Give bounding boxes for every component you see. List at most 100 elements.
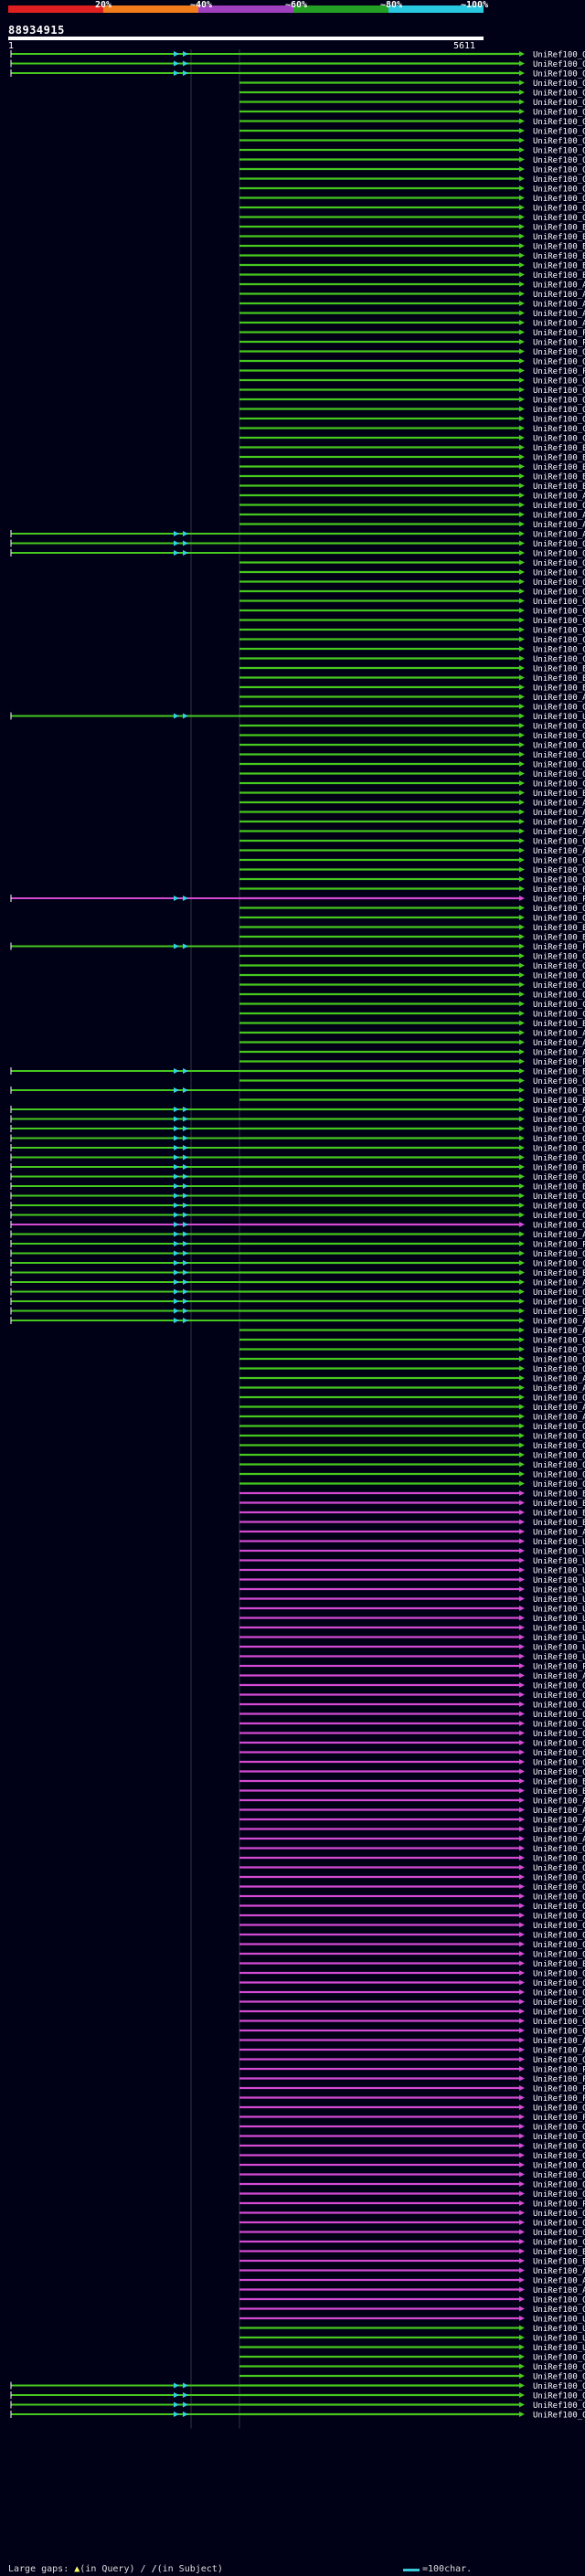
hit-row: UniRef100_Q9ZPJ2 — [239, 1433, 585, 1442]
hit-id-label: UniRef100_P22953 — [533, 943, 585, 952]
hit-id-label: UniRef100_Q39949 — [533, 2171, 585, 2180]
hit-id-label: UniRef100_Q1Q7D5 — [533, 761, 585, 770]
hit-row: UniRef100_C0JP88 — [239, 2239, 585, 2248]
hit-row: UniRef100_Q9XFM7 — [239, 128, 585, 137]
hit-id-label: UniRef100_Q3T00L0 — [533, 1883, 585, 1892]
hit-row: UniRef100_B9HS69 — [239, 224, 585, 233]
hit-row: UniRef100_P09189 — [239, 885, 585, 895]
hit-id-label: UniRef100_Q3LP96 — [533, 2412, 585, 2421]
hit-row: UniRef100_A9N0S2 — [239, 800, 585, 809]
gaps-subject-label: (in Subject) — [156, 2564, 223, 2574]
hit-id-label: UniRef100_C1N8B3 — [533, 1001, 585, 1010]
hit-id-label: UniRef100_A9TPJ0 — [533, 1414, 585, 1423]
hit-id-label: UniRef100_B1N198 — [533, 1510, 585, 1519]
hit-id-label: UniRef100_UP1000… — [533, 1595, 585, 1605]
hit-row: UniRef100_Q9FH02 — [10, 1134, 585, 1144]
hit-row: UniRef100_B9NBF3 — [10, 1087, 585, 1097]
hit-row: UniRef100_Q9ZW70 — [10, 1125, 585, 1135]
hit-row: UniRef100_Q5MLL0 — [239, 186, 585, 195]
hit-id-label: UniRef100_A9SHZ7 — [533, 1375, 585, 1384]
hit-end-arrow-icon — [519, 991, 525, 997]
hit-id-label: UniRef100_A7PJU7 — [533, 291, 585, 300]
hit-end-arrow-icon — [519, 761, 525, 767]
hit-row: UniRef100_A6NIB7 — [239, 2047, 585, 2056]
hit-arrow-icon — [174, 1308, 179, 1314]
hit-end-arrow-icon — [519, 915, 525, 920]
hit-end-arrow-icon — [519, 1864, 525, 1871]
hit-row: UniRef100_C1N8B3 — [239, 1001, 585, 1010]
hit-id-label: UniRef100_P19378 — [533, 2094, 585, 2104]
hit-id-label: UniRef100_Q943K7 — [533, 559, 585, 568]
hit-row: UniRef100_Q7MN09 — [239, 1711, 585, 1720]
hit-end-arrow-icon — [519, 2171, 525, 2178]
hit-row: UniRef100_Q39949 — [239, 2171, 585, 2180]
hit-row: UniRef100_Q09082 — [10, 539, 585, 549]
hit-row: UniRef100_Q6TE05 — [10, 2381, 585, 2391]
hit-row: UniRef100_UP1000… — [239, 2344, 585, 2353]
hit-arrow-icon — [174, 1260, 179, 1266]
hit-end-arrow-icon — [519, 1346, 525, 1352]
hit-id-label: UniRef100_Q04511 — [533, 1299, 585, 1308]
hit-end-arrow-icon — [519, 1874, 525, 1880]
hit-arrow-icon — [174, 1087, 179, 1093]
hit-end-arrow-icon — [519, 473, 525, 479]
hit-row: UniRef100_Q9H0E1 — [239, 1337, 585, 1346]
hit-id-label: UniRef100_A9SLL3 — [533, 1039, 585, 1048]
hit-row: UniRef100_B9KNQ0 — [239, 1960, 585, 1969]
hit-id-label: UniRef100_UP1000… — [533, 1557, 585, 1566]
hit-id-label: UniRef100_Q3LF64 — [533, 1471, 585, 1480]
hit-end-arrow-icon — [519, 885, 525, 892]
hit-id-label: UniRef100_Q3BCR6 — [533, 214, 585, 223]
scale-label-60: ~60% — [285, 0, 308, 10]
hit-arrow-icon — [174, 943, 179, 949]
hit-row: UniRef100_Q9XRD8 — [239, 953, 585, 962]
hit-id-label: UniRef100_Q8VXE2 — [533, 1691, 585, 1701]
hit-id-label: UniRef100_A7P1Y1 — [533, 1318, 585, 1327]
hit-id-label: UniRef100_A9VBT1 — [533, 2267, 585, 2276]
hit-end-arrow-icon — [519, 1135, 525, 1141]
hit-row: UniRef100_Q3K8U0 — [239, 2210, 585, 2219]
hit-row: UniRef100_Q6M5N9 — [10, 2391, 585, 2401]
hit-id-label: UniRef100_UP1000… — [533, 2316, 585, 2325]
query-start: 1 — [8, 41, 15, 51]
hit-row: UniRef100_C5XPN2 — [239, 636, 585, 645]
hit-end-arrow-icon — [519, 1260, 525, 1266]
hit-id-label: UniRef100_Q5EBY7 — [533, 377, 585, 387]
hit-arrow-icon — [183, 713, 188, 719]
hit-id-label: UniRef100_A9N0S2 — [533, 800, 585, 809]
hit-end-arrow-icon — [519, 1049, 525, 1055]
hit-end-arrow-icon — [519, 828, 525, 834]
hit-row: UniRef100_B3GPH1 — [239, 482, 585, 492]
hit-end-arrow-icon — [519, 2325, 525, 2331]
hit-end-arrow-icon — [519, 1058, 525, 1065]
hit-end-arrow-icon — [519, 1998, 525, 2005]
hit-id-label: UniRef100_Q0ZWP3 — [533, 80, 585, 89]
hit-row: UniRef100_UP1000… — [239, 2316, 585, 2325]
hit-end-arrow-icon — [519, 2181, 525, 2187]
hit-row: UniRef100_O49151 — [239, 876, 585, 885]
hit-end-arrow-icon — [519, 1941, 525, 1947]
hit-arrow-icon — [174, 713, 179, 719]
hit-id-label: UniRef100_UP1000… — [533, 2335, 585, 2344]
hit-id-label: UniRef100_Q0C7X7 — [533, 1154, 585, 1163]
hit-id-label: UniRef100_Q9ZPJ2 — [533, 1433, 585, 1442]
hit-id-label: UniRef100_Q3TF16 — [533, 1932, 585, 1941]
hit-id-label: UniRef100_P11142 — [533, 2085, 585, 2094]
hit-end-arrow-icon — [519, 962, 525, 969]
hit-row: UniRef100_Q9FV19 — [239, 838, 585, 847]
hit-row: UniRef100_B9SP17 — [239, 243, 585, 252]
hit-end-arrow-icon — [519, 2143, 525, 2148]
gaps-query-label: (in Query) — [80, 2564, 135, 2574]
hit-row: UniRef100_Q01A40 — [10, 1115, 585, 1125]
hit-end-arrow-icon — [519, 320, 525, 325]
hit-id-label: UniRef100_Q0QWE4 — [533, 1759, 585, 1768]
hit-end-arrow-icon — [519, 175, 525, 182]
hit-row: UniRef100_Q6Z760 — [10, 1192, 585, 1202]
hit-id-label: UniRef100_C5VP21 — [533, 425, 585, 434]
hit-end-arrow-icon — [519, 1893, 525, 1899]
hit-row: UniRef100_A2YZ64 — [239, 828, 585, 837]
hit-id-label: UniRef100_B9HTJ7 — [533, 1097, 585, 1106]
hit-id-label: UniRef100_Q9FJ00 — [533, 2124, 585, 2133]
hit-arrow-icon — [183, 1269, 188, 1276]
hit-end-arrow-icon — [519, 166, 525, 172]
